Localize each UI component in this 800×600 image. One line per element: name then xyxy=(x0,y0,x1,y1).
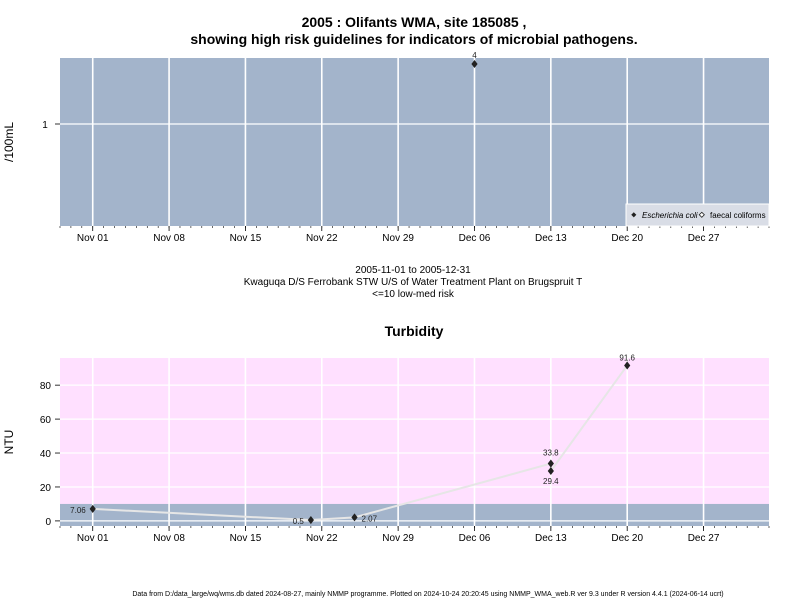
x-tick-label: Dec 20 xyxy=(611,533,643,544)
legend-box xyxy=(625,203,770,227)
x-tick-label: Nov 22 xyxy=(306,233,338,244)
y-tick-label: 60 xyxy=(40,415,52,426)
ecoli-plot-background xyxy=(60,58,769,226)
ecoli-legend: Escherichia coli faecal coliforms xyxy=(625,203,770,227)
x-tick-label: Nov 01 xyxy=(77,233,109,244)
x-tick-label: Nov 01 xyxy=(77,533,109,544)
legend-label-faecal-coliforms: faecal coliforms xyxy=(710,211,766,220)
ecoli-panel: Nov 01 Nov 08 Nov 15 Nov 22 Nov 29 Dec 06 Dec … xyxy=(2,51,770,244)
turbidity-panel: Nov 01 Nov 08 Nov 15 Nov 22 Nov 29 Dec 06 Dec … xyxy=(2,353,770,544)
y-tick-label: 0 xyxy=(45,517,51,528)
turbidity-data-label: 33.8 xyxy=(543,449,559,458)
ecoli-y-axis-label: /100mL xyxy=(2,122,16,162)
ecoli-data-points: 4 xyxy=(471,51,478,69)
turbidity-low-risk-band xyxy=(60,503,769,526)
turbidity-data-label: 0.5 xyxy=(293,517,305,526)
x-tick-label: Dec 06 xyxy=(459,233,491,244)
turbidity-data-label: 2.07 xyxy=(362,514,378,523)
x-tick-label: Dec 13 xyxy=(535,233,567,244)
risk-caption: <=10 low-med risk xyxy=(372,289,455,300)
date-range-caption: 2005-11-01 to 2005-12-31 xyxy=(355,265,471,276)
turbidity-plot-background xyxy=(60,358,769,526)
x-tick-label: Dec 27 xyxy=(688,233,720,244)
x-tick-label: Nov 29 xyxy=(382,233,414,244)
x-tick-label: Nov 22 xyxy=(306,533,338,544)
turbidity-data-points: 7.06 0.5 2.07 33.8 29.4 91.6 xyxy=(70,353,635,526)
turbidity-point xyxy=(547,466,554,476)
x-tick-label: Dec 20 xyxy=(611,233,643,244)
turbidity-point xyxy=(89,504,96,513)
legend-label-ecoli: Escherichia coli xyxy=(642,211,698,220)
turbidity-y-axis: 0 20 40 60 80 xyxy=(40,381,60,528)
turbidity-y-axis-label: NTU xyxy=(2,430,16,455)
x-tick-label: Nov 15 xyxy=(230,233,262,244)
turbidity-x-axis: Nov 01 Nov 08 Nov 15 Nov 22 Nov 29 Dec 06 Dec … xyxy=(59,526,770,544)
x-tick-label: Nov 08 xyxy=(153,533,185,544)
y-tick-label: 1 xyxy=(42,120,48,131)
turbidity-point xyxy=(547,459,554,468)
turbidity-data-label: 91.6 xyxy=(619,353,635,362)
ecoli-point xyxy=(471,59,478,69)
ecoli-x-axis: Nov 01 Nov 08 Nov 15 Nov 22 Nov 29 Dec 06 Dec … xyxy=(59,226,770,244)
chart-title-line-2: showing high risk guidelines for indicat… xyxy=(190,31,637,47)
x-tick-label: Nov 29 xyxy=(382,533,414,544)
chart-title-line-1: 2005 : Olifants WMA, site 185085 , xyxy=(302,14,527,30)
y-tick-label: 20 xyxy=(40,483,52,494)
x-tick-label: Dec 27 xyxy=(688,533,720,544)
x-tick-label: Nov 08 xyxy=(153,233,185,244)
ecoli-data-label: 4 xyxy=(472,51,477,60)
ecoli-y-axis: 1 xyxy=(42,120,60,131)
x-tick-label: Nov 15 xyxy=(230,533,262,544)
y-tick-label: 80 xyxy=(40,381,52,392)
turbidity-gridlines xyxy=(60,358,769,526)
turbidity-data-label: 29.4 xyxy=(543,477,559,486)
x-tick-label: Dec 13 xyxy=(535,533,567,544)
data-source-footer: Data from D:/data_large/wq/wms.db dated … xyxy=(132,591,723,598)
legend-marker-faecal-coliforms xyxy=(698,211,705,218)
turbidity-series-line xyxy=(92,364,629,522)
turbidity-point xyxy=(624,361,631,370)
turbidity-title: Turbidity xyxy=(385,323,444,339)
x-tick-label: Dec 06 xyxy=(459,533,491,544)
turbidity-data-label: 7.06 xyxy=(70,506,86,515)
turbidity-point xyxy=(351,513,358,522)
y-tick-label: 40 xyxy=(40,449,52,460)
turbidity-point xyxy=(307,516,314,525)
site-description-caption: Kwaguqa D/S Ferrobank STW U/S of Water T… xyxy=(244,277,582,288)
ecoli-gridlines xyxy=(60,58,769,226)
